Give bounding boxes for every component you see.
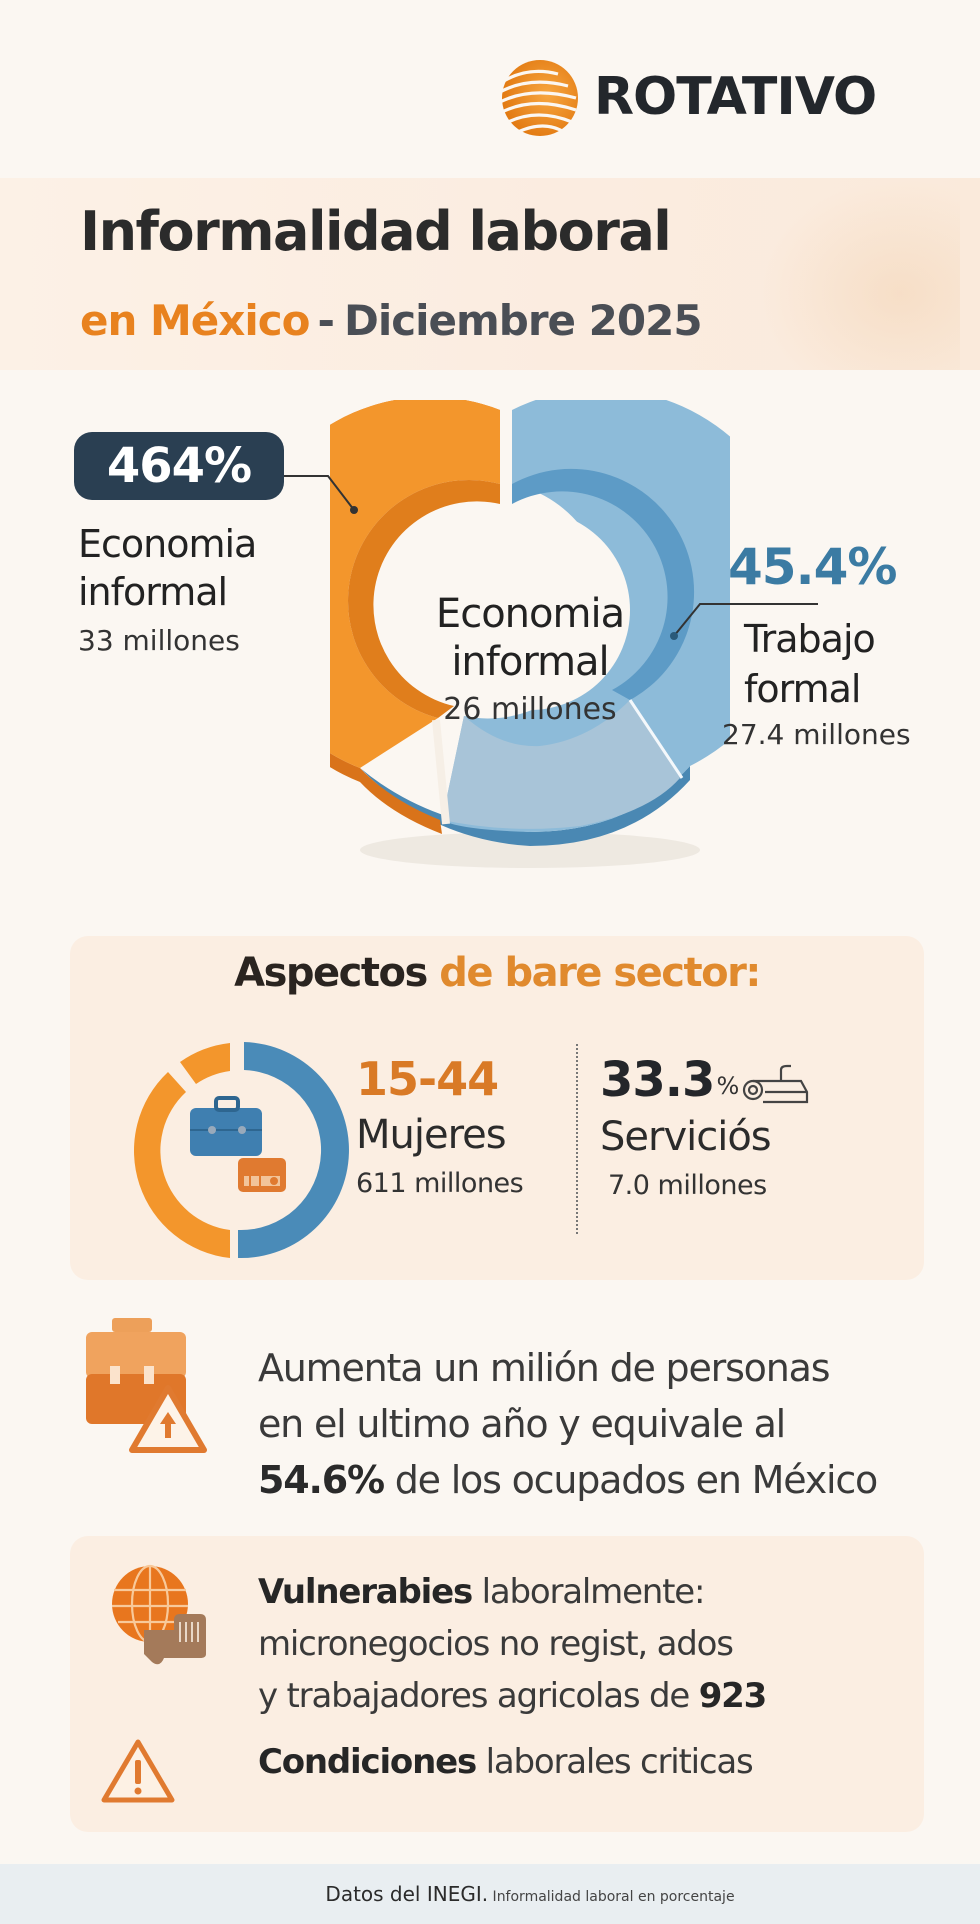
vulnerable-number: 923 <box>698 1676 768 1716</box>
vulnerable-panel <box>70 1536 924 1832</box>
informal-label: Economia informal 33 millones <box>78 520 257 657</box>
vulnerable-bold: Vulnerabies <box>258 1572 473 1612</box>
main-donut-chart <box>330 400 730 868</box>
center-value: 26 millones <box>443 692 617 727</box>
women-stat: 15-44 Mujeres 611 millones <box>356 1052 524 1199</box>
services-value: 7.0 millones <box>608 1170 767 1201</box>
donut-center-label: Economia informal 26 millones <box>380 590 680 727</box>
stat-divider <box>576 1044 578 1234</box>
title-band <box>0 178 980 370</box>
formal-label: Trabajo formal 27.4 millones <box>722 614 911 751</box>
formal-label-line1: Trabajo <box>744 617 876 661</box>
sewing-machine-icon <box>238 1158 286 1192</box>
critical-rest: laborales criticas <box>475 1742 754 1782</box>
briefcase-warning-icon <box>86 1318 207 1453</box>
informal-percent-badge: 464% <box>74 432 284 500</box>
warning-icon <box>101 1739 175 1803</box>
women-age-range: 15-44 <box>356 1052 499 1106</box>
formal-percent: 45.4% <box>728 538 897 596</box>
info-line2: en el ultimo año y equivale al <box>258 1402 786 1446</box>
center-title-line1: Economia <box>435 591 625 637</box>
services-stat: 33.3 % Serviciós 7.0 millones <box>600 1052 813 1201</box>
brand-logo: ROTATIVO <box>488 50 877 144</box>
center-title-line2: informal <box>451 639 609 685</box>
info-line1: Aumenta un milión de personas <box>258 1346 830 1390</box>
formal-label-line2: formal <box>744 667 861 711</box>
title-dash: - <box>317 296 335 345</box>
info-line3: 54.6% de los ocupados en México <box>258 1452 958 1508</box>
footer-source: Datos del INEGI. Informalidad laboral en… <box>0 1882 980 1906</box>
formal-value: 27.4 millones <box>722 718 911 751</box>
title-accent: en México <box>80 296 311 345</box>
footer-bar <box>0 1864 980 1924</box>
aspects-title-dark: Aspectos <box>234 950 428 996</box>
info-text: Aumenta un milión de personas en el ulti… <box>258 1340 958 1508</box>
printer-machine-icon <box>743 1064 809 1104</box>
page-title: Informalidad laboral <box>80 200 672 263</box>
info-line3-rest: de los ocupados en México <box>383 1458 879 1502</box>
women-label: Mujeres <box>356 1112 507 1158</box>
aspects-title: Aspectos de bare sector: <box>70 950 924 996</box>
page-subtitle: en México - Diciembre 2025 <box>80 296 703 345</box>
critical-bold: Condiciones <box>258 1742 477 1782</box>
brand-name: ROTATIVO <box>594 67 877 127</box>
informal-value: 33 millones <box>78 624 240 657</box>
critical-conditions: Condiciones laborales criticas <box>258 1742 754 1782</box>
informal-label-line2: informal <box>78 570 228 614</box>
services-percent: 33.3 <box>600 1052 715 1108</box>
vulnerable-line1-rest: laboralmente: <box>472 1572 706 1612</box>
vulnerable-line2: micronegocios no regist, ados <box>258 1624 734 1664</box>
footer-note: Informalidad laboral en porcentaje <box>488 1889 735 1905</box>
aspects-title-orange: de bare sector: <box>439 950 761 996</box>
spiral-globe-icon <box>499 60 578 136</box>
vulnerable-text: Vulnerabies laboralmente: micronegocios … <box>258 1566 918 1722</box>
vulnerable-line3-text: y trabajadores agricolas de <box>258 1676 699 1716</box>
women-value: 611 millones <box>356 1168 524 1199</box>
services-percent-unit: % <box>716 1072 740 1100</box>
briefcase-icon <box>190 1096 262 1156</box>
footer-source-label: Datos del INEGI. <box>325 1882 489 1906</box>
services-label: Serviciós <box>600 1114 772 1160</box>
vulnerable-line1: Vulnerabies laboralmente: <box>258 1566 918 1618</box>
vulnerable-line3: y trabajadores agricolas de 923 <box>258 1670 918 1722</box>
info-percent: 54.6% <box>258 1458 385 1502</box>
title-date: Diciembre 2025 <box>343 296 703 345</box>
sector-donut-chart <box>133 1042 349 1259</box>
globe-hand-icon <box>112 1564 206 1665</box>
informal-label-line1: Economia <box>78 522 257 566</box>
